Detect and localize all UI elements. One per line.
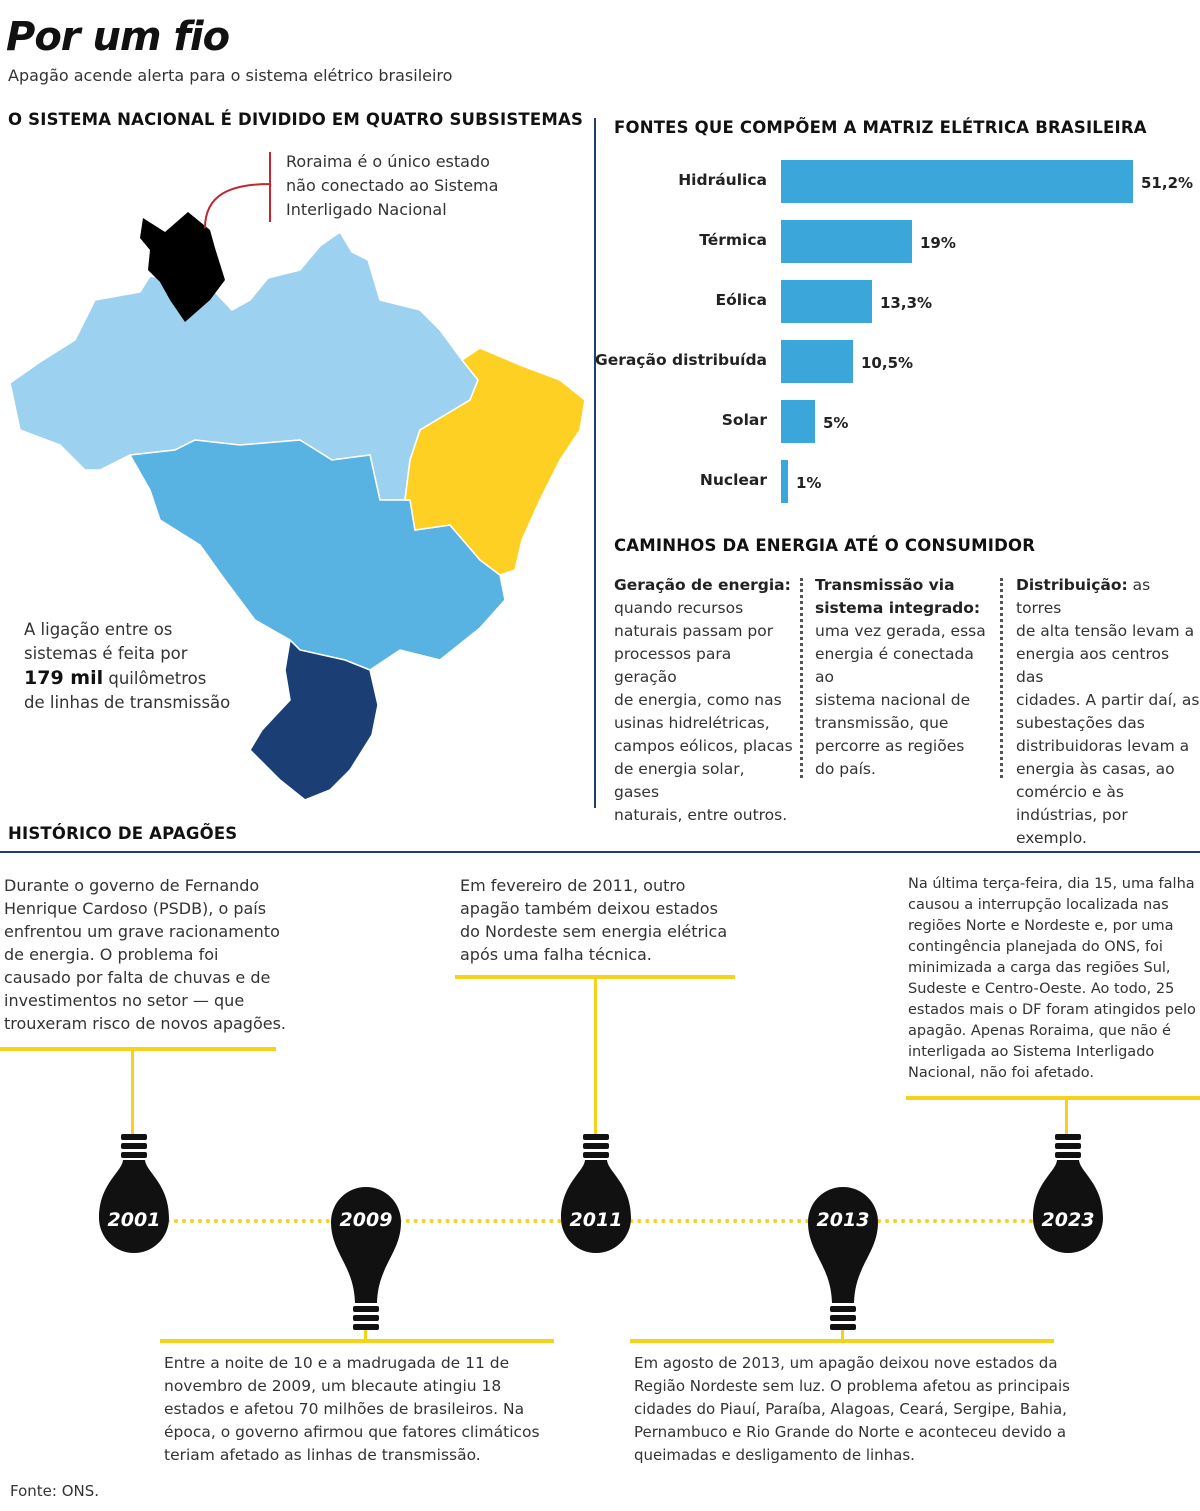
- bar-category-label: Solar: [721, 411, 767, 429]
- page-subtitle: Apagão acende alerta para o sistema elét…: [8, 66, 453, 85]
- year-label-2011: 2011: [569, 1209, 623, 1231]
- year-label-2023: 2023: [1041, 1209, 1095, 1231]
- section-divider: [594, 118, 596, 808]
- transmission-lines-note: A ligação entre os sistemas é feita por …: [24, 620, 231, 712]
- timeline-callout-bar: [0, 1047, 276, 1051]
- page-title: Por um fio: [6, 14, 230, 60]
- bar-value-label: 51,2%: [1141, 174, 1194, 192]
- timeline-callout-stem: [1065, 1098, 1068, 1134]
- column-divider: [1000, 578, 1003, 778]
- timeline-callout-stem: [364, 1330, 367, 1342]
- bar: [781, 160, 1133, 203]
- event-2001-text: Durante o governo de Fernando Henrique C…: [4, 876, 287, 1033]
- brazil-map: [9, 152, 586, 801]
- bar-value-label: 13,3%: [880, 294, 933, 312]
- bar: [781, 460, 788, 503]
- bar-category-label: Hidráulica: [678, 171, 767, 189]
- timeline-callout-stem: [841, 1330, 844, 1342]
- path-column-distribution: Distribuição: as torres de alta tensão l…: [1016, 576, 1200, 847]
- event-2009-text: Entre a noite de 10 e a madrugada de 11 …: [164, 1354, 540, 1464]
- roraima-note: Roraima é o único estado não conectado a…: [286, 152, 499, 219]
- bar-category-label: Térmica: [699, 231, 767, 249]
- roraima-state: [140, 212, 225, 322]
- event-2023-text: Na última terça-feira, dia 15, uma falha…: [908, 876, 1196, 1081]
- bar-category-label: Nuclear: [699, 471, 767, 489]
- year-label-2009: 2009: [339, 1209, 393, 1231]
- history-heading: HISTÓRICO DE APAGÕES: [8, 824, 238, 843]
- roraima-callout-line: [204, 152, 271, 229]
- bar: [781, 220, 912, 263]
- timeline-callout-stem: [131, 1049, 134, 1134]
- column-divider: [800, 578, 803, 778]
- region-sul: [249, 638, 379, 801]
- lightbulb-2023-icon: [1033, 1134, 1103, 1253]
- timeline-callout-stem: [594, 977, 597, 1134]
- region-nordeste: [404, 347, 586, 576]
- event-2013-text: Em agosto de 2013, um apagão deixou nove…: [634, 1354, 1070, 1464]
- timeline-callout-bar: [906, 1096, 1200, 1100]
- timeline-callout-bar: [160, 1339, 554, 1343]
- lightbulb-2013-icon: [808, 1187, 878, 1330]
- year-label-2013: 2013: [816, 1209, 870, 1231]
- history-rule: [0, 851, 1200, 853]
- path-column-generation: Geração de energia: quando recursos natu…: [614, 576, 793, 824]
- year-label-2001: 2001: [107, 1209, 161, 1231]
- region-sudeste-centro-oeste: [128, 439, 506, 671]
- timeline-callout-bar: [630, 1339, 1054, 1343]
- bar-category-label: Geração distribuída: [594, 351, 767, 369]
- lightbulb-2009-icon: [331, 1187, 401, 1330]
- paths-heading: CAMINHOS DA ENERGIA ATÉ O CONSUMIDOR: [614, 536, 1036, 555]
- transmission-km-highlight: 179 mil: [24, 667, 104, 689]
- map-section-heading: O SISTEMA NACIONAL É DIVIDIDO EM QUATRO …: [8, 110, 584, 129]
- bar-value-label: 5%: [823, 414, 849, 432]
- path-column-transmission: Transmissão via sistema integrado: uma v…: [815, 576, 986, 778]
- chart-title: FONTES QUE COMPÕEM A MATRIZ ELÉTRICA BRA…: [614, 118, 1147, 137]
- source-note: Fonte: ONS.: [10, 1482, 100, 1500]
- event-2011-text: Em fevereiro de 2011, outro apagão també…: [460, 876, 728, 964]
- bar: [781, 280, 872, 323]
- bar-value-label: 10,5%: [861, 354, 914, 372]
- lightbulb-2011-icon: [561, 1134, 631, 1253]
- bar-value-label: 1%: [796, 474, 822, 492]
- lightbulb-2001-icon: [99, 1134, 169, 1253]
- bar: [781, 340, 853, 383]
- bar-category-label: Eólica: [715, 291, 767, 309]
- bar-value-label: 19%: [920, 234, 956, 252]
- bar: [781, 400, 815, 443]
